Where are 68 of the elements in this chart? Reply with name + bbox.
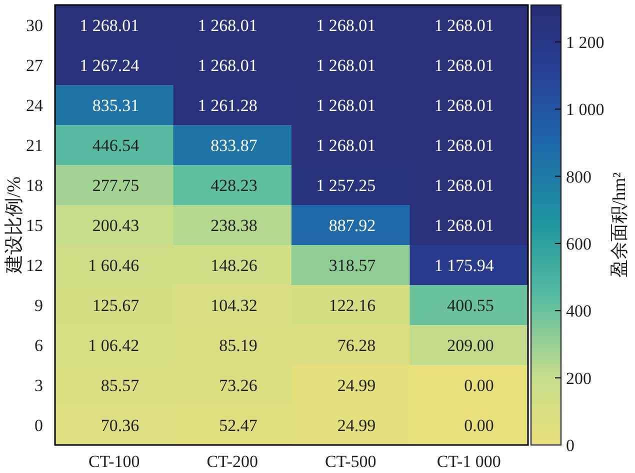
- x-tick-label: CT-200: [206, 452, 258, 471]
- y-tick-label: 18: [26, 176, 43, 195]
- data-label: 835.31: [92, 96, 140, 115]
- x-tick-label: CT-100: [88, 452, 140, 471]
- data-label: 24.99: [337, 416, 376, 435]
- data-label: 1 06.42: [88, 336, 140, 355]
- data-label: 148.26: [210, 256, 258, 275]
- data-label: 52.47: [219, 416, 258, 435]
- data-label: 125.67: [92, 296, 140, 315]
- y-tick-label: 9: [34, 296, 43, 315]
- color-bar-label: 0: [566, 436, 574, 455]
- data-label: 1 268.01: [434, 16, 494, 35]
- data-label: 1 267.24: [80, 56, 140, 75]
- color-bar-label: 600: [566, 234, 592, 254]
- color-bar-label: 800: [566, 167, 592, 186]
- data-label: 428.23: [210, 176, 258, 195]
- data-label: 122.16: [328, 296, 376, 315]
- color-bar-label: 200: [566, 368, 592, 388]
- data-label: 1 268.01: [434, 96, 494, 115]
- data-label: 238.38: [210, 216, 258, 235]
- y-tick-label: 15: [26, 216, 43, 235]
- y-axis-title: 建设比例/%: [4, 176, 25, 275]
- data-label: 400.55: [447, 296, 494, 315]
- data-label: 73.26: [219, 376, 258, 395]
- y-tick-label: 24: [26, 96, 44, 115]
- color-bar-label: 1 000: [566, 100, 604, 120]
- x-tick-label: CT-1 000: [436, 452, 501, 471]
- data-label: 0.00: [464, 416, 494, 435]
- data-label: 1 268.01: [316, 136, 376, 155]
- data-label: 1 268.01: [434, 56, 494, 75]
- data-label: 1 268.01: [316, 16, 376, 35]
- data-label: 277.75: [92, 176, 140, 195]
- color-bar-title: 盈余面积/hm²: [609, 172, 629, 278]
- data-label: 1 268.01: [434, 216, 494, 235]
- data-label: 85.57: [100, 376, 140, 395]
- y-tick-label: 30: [26, 16, 43, 35]
- y-tick-label: 21: [26, 136, 43, 155]
- data-label: 1 268.01: [316, 96, 376, 115]
- data-label: 85.19: [219, 336, 258, 355]
- y-tick-label: 12: [26, 256, 43, 275]
- data-label: 1 268.01: [80, 16, 140, 35]
- data-label: 1 268.01: [198, 56, 258, 75]
- data-label: 1 268.01: [316, 56, 376, 75]
- data-label: 1 261.28: [198, 96, 258, 115]
- data-label: 209.00: [447, 336, 494, 355]
- data-label: 1 175.94: [434, 256, 494, 275]
- color-bar-label: 400: [566, 302, 592, 321]
- y-tick-label: 27: [26, 56, 44, 75]
- y-tick-label: 3: [34, 376, 43, 395]
- data-label: 1 268.01: [434, 176, 494, 195]
- x-tick-label: CT-500: [324, 452, 376, 471]
- data-label: 70.36: [100, 416, 140, 435]
- data-label: 104.32: [210, 296, 258, 315]
- data-label: 446.54: [92, 136, 140, 155]
- data-label: 200.43: [92, 216, 140, 235]
- data-label: 1 268.01: [434, 136, 494, 155]
- data-label: 1 60.46: [88, 256, 140, 275]
- data-label: 76.28: [337, 336, 376, 355]
- y-tick-label: 6: [34, 336, 43, 355]
- y-tick-label: 0: [34, 416, 43, 435]
- data-label: 0.00: [464, 376, 494, 395]
- data-label: 318.57: [328, 256, 376, 275]
- data-label: 1 268.01: [198, 16, 258, 35]
- color-bar-label: 1 200: [566, 32, 604, 52]
- data-label: 24.99: [337, 376, 376, 395]
- data-label: 887.92: [328, 216, 376, 235]
- data-label: 833.87: [210, 136, 258, 155]
- data-label: 1 257.25: [316, 176, 376, 195]
